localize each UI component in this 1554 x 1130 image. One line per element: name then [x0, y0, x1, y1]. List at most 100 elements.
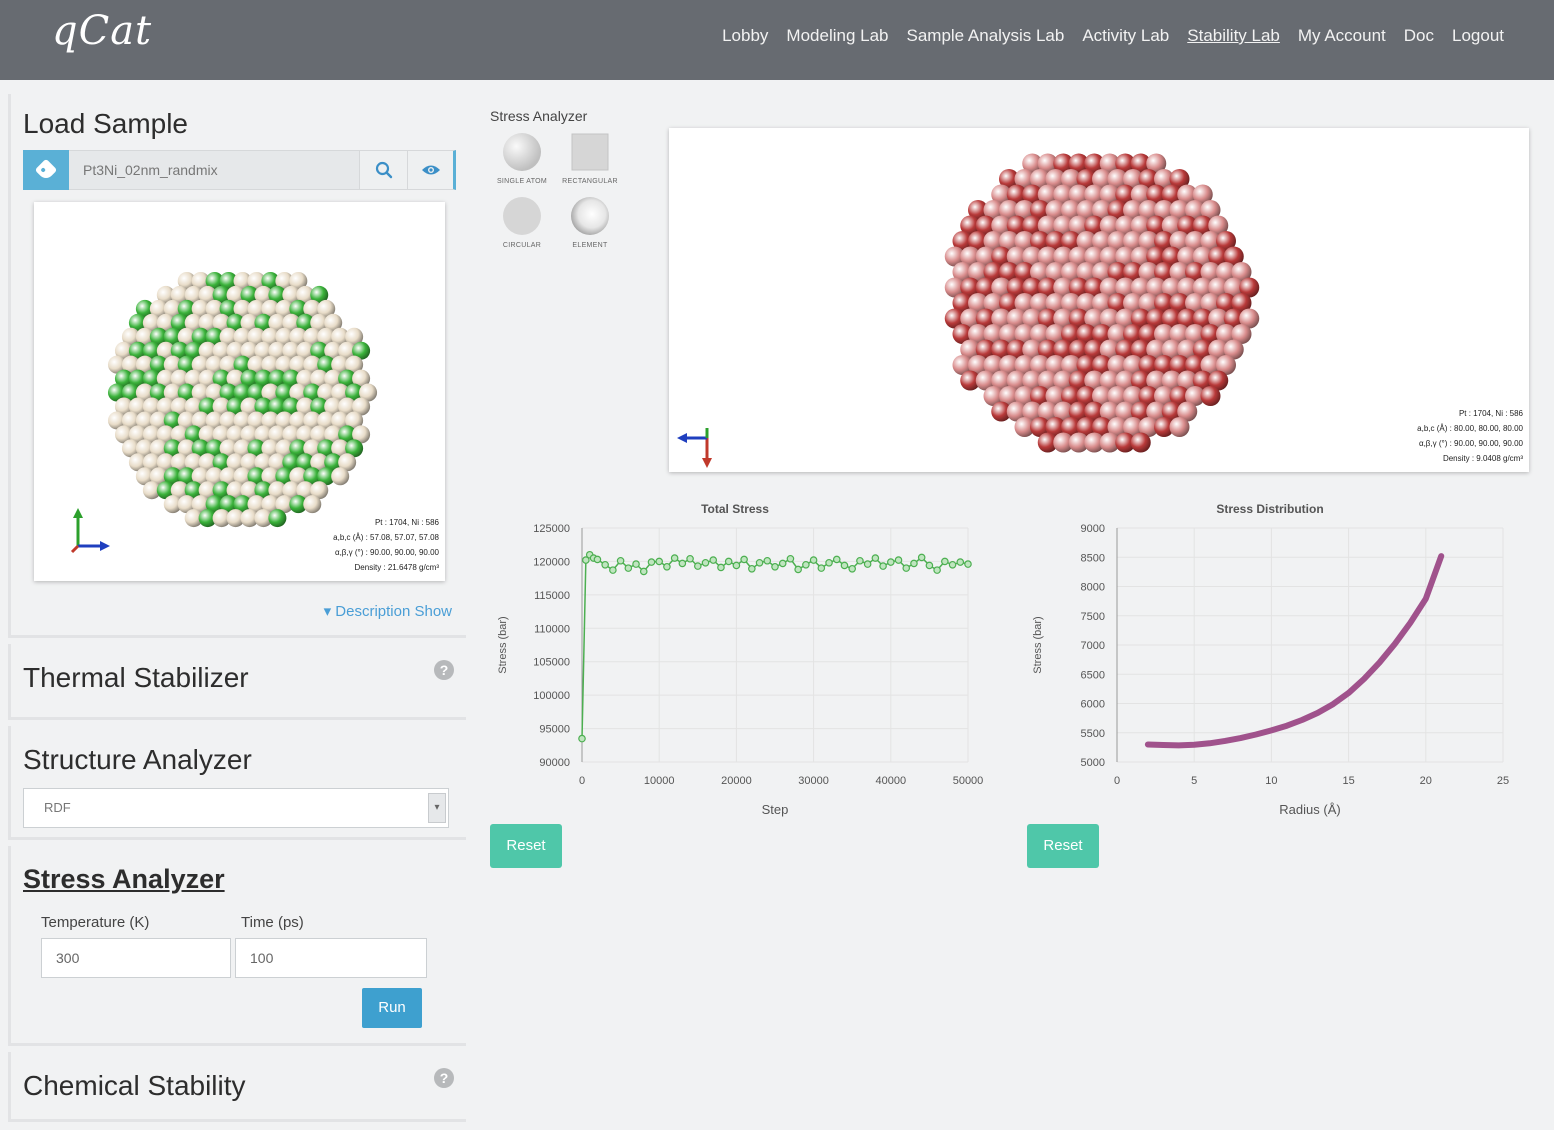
data-point[interactable]: [663, 562, 671, 571]
structure-analyzer-title[interactable]: Structure Analyzer: [23, 744, 252, 775]
tool-element[interactable]: ELEMENT: [558, 196, 622, 249]
data-point[interactable]: [632, 560, 640, 568]
data-point[interactable]: [956, 558, 965, 566]
data-point[interactable]: [794, 565, 802, 574]
data-point[interactable]: [686, 554, 694, 563]
data-point[interactable]: [802, 560, 810, 569]
description-toggle[interactable]: ▾ Description Show: [323, 603, 452, 620]
data-point[interactable]: [925, 561, 934, 570]
data-point: [1192, 743, 1196, 747]
nav-item-stability-lab[interactable]: Stability Lab: [1187, 26, 1280, 45]
data-point[interactable]: [593, 555, 602, 564]
data-point[interactable]: [948, 560, 957, 569]
search-button[interactable]: [360, 150, 408, 190]
stress-analyzer-title[interactable]: Stress Analyzer: [23, 864, 225, 894]
data-point[interactable]: [732, 561, 741, 570]
sample-3d-viewer[interactable]: Pt : 1704, Ni : 586 a,b,c (Å) : 57.08, 5…: [34, 202, 445, 581]
data-point[interactable]: [771, 562, 779, 571]
data-point[interactable]: [601, 560, 609, 569]
atom: [1154, 355, 1174, 375]
time-input[interactable]: 100: [235, 938, 427, 978]
data-point[interactable]: [848, 564, 857, 573]
data-point[interactable]: [840, 561, 849, 570]
temperature-input[interactable]: 300: [41, 938, 231, 978]
run-button[interactable]: Run: [362, 988, 422, 1028]
tag-button[interactable]: [23, 150, 69, 190]
thermal-stabilizer-title[interactable]: Thermal Stabilizer: [23, 662, 249, 693]
data-point[interactable]: [717, 563, 725, 572]
atom: [1099, 153, 1120, 174]
atom: [219, 411, 238, 430]
data-point[interactable]: [740, 555, 748, 564]
analysis-type-select[interactable]: RDF ▾: [23, 788, 449, 828]
data-point[interactable]: [910, 559, 918, 568]
data-point[interactable]: [894, 556, 903, 564]
nav-item-modeling-lab[interactable]: Modeling Lab: [786, 26, 889, 45]
atom: [1231, 324, 1252, 344]
data-point[interactable]: [701, 558, 710, 567]
chemical-stability-title[interactable]: Chemical Stability: [23, 1070, 246, 1101]
nav-item-my-account[interactable]: My Account: [1297, 26, 1386, 45]
data-point[interactable]: [902, 564, 911, 572]
thermal-stabilizer-card[interactable]: Thermal Stabilizer ?: [8, 644, 466, 720]
atom: [163, 495, 182, 514]
sample-search-group: Pt3Ni_02nm_randmix: [23, 150, 456, 190]
data-point[interactable]: [863, 560, 872, 568]
data-point[interactable]: [578, 734, 586, 743]
data-point[interactable]: [755, 558, 764, 567]
data-point[interactable]: [655, 557, 664, 566]
tool-single-atom[interactable]: SINGLE ATOM: [490, 132, 554, 185]
question-icon[interactable]: ?: [434, 1068, 454, 1088]
data-point[interactable]: [879, 562, 887, 570]
atom: [191, 411, 210, 430]
data-point[interactable]: [694, 562, 702, 570]
data-point[interactable]: [639, 567, 648, 576]
chevron-down-icon[interactable]: ▾: [428, 793, 446, 823]
data-point[interactable]: [763, 556, 772, 565]
atom: [1169, 293, 1190, 313]
data-point[interactable]: [817, 564, 826, 572]
stress-3d-viewer[interactable]: Pt : 1704, Ni : 586 a,b,c (Å) : 80.00, 8…: [669, 128, 1529, 472]
data-point[interactable]: [832, 555, 841, 564]
data-point[interactable]: [778, 559, 787, 568]
sample-name-input[interactable]: Pt3Ni_02nm_randmix: [69, 150, 360, 190]
nav-item-doc[interactable]: Doc: [1403, 26, 1434, 45]
data-point[interactable]: [582, 556, 590, 564]
data-point[interactable]: [917, 553, 926, 562]
data-point[interactable]: [609, 566, 617, 574]
data-point[interactable]: [886, 558, 895, 566]
tool-rectangular[interactable]: RECTANGULAR: [558, 132, 622, 185]
nav-item-activity-lab[interactable]: Activity Lab: [1082, 26, 1170, 45]
data-point[interactable]: [647, 558, 656, 566]
data-point[interactable]: [856, 556, 864, 565]
atom: [1092, 293, 1112, 313]
atom: [233, 439, 252, 458]
data-point[interactable]: [825, 558, 833, 567]
reset-total-stress-button[interactable]: Reset: [490, 824, 562, 868]
density-value: Density : 21.6478 g/cm³: [354, 563, 439, 572]
data-point[interactable]: [616, 556, 625, 565]
chemical-stability-card[interactable]: Chemical Stability ?: [8, 1052, 466, 1122]
atom: [1030, 231, 1050, 251]
data-point[interactable]: [941, 557, 949, 566]
data-point[interactable]: [678, 559, 687, 568]
nav-item-lobby[interactable]: Lobby: [722, 26, 769, 45]
data-point[interactable]: [724, 557, 733, 566]
view-button[interactable]: [408, 150, 456, 190]
reset-stress-distribution-button[interactable]: Reset: [1027, 824, 1099, 868]
atom: [1146, 339, 1167, 360]
tool-circular[interactable]: CIRCULAR: [490, 196, 554, 249]
data-point[interactable]: [748, 564, 756, 573]
app-logo[interactable]: qCat: [52, 8, 153, 54]
nav-item-sample-analysis-lab[interactable]: Sample Analysis Lab: [906, 26, 1065, 45]
data-point[interactable]: [809, 556, 818, 564]
data-point[interactable]: [871, 554, 880, 562]
question-icon[interactable]: ?: [434, 660, 454, 680]
data-point[interactable]: [624, 564, 633, 572]
data-point[interactable]: [670, 554, 679, 562]
data-point[interactable]: [786, 554, 795, 563]
data-point[interactable]: [709, 556, 718, 564]
nav-item-logout[interactable]: Logout: [1452, 26, 1504, 45]
data-point[interactable]: [964, 560, 972, 568]
data-point[interactable]: [933, 566, 941, 574]
